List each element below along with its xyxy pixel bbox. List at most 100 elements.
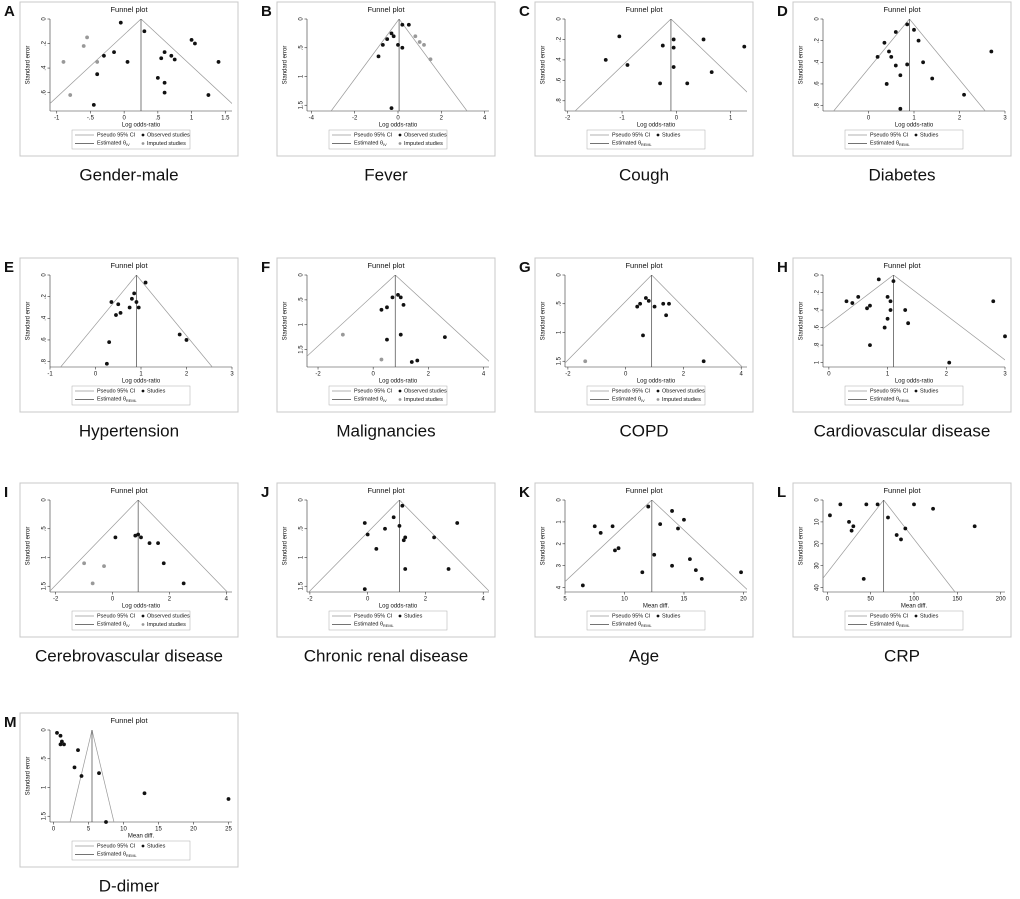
x-tick-label: 2 bbox=[427, 372, 431, 378]
legend-box bbox=[328, 129, 448, 150]
y-tick-label: 1 bbox=[299, 74, 305, 78]
y-tick-label: .5 bbox=[299, 45, 305, 51]
x-tick-label: -2 bbox=[352, 116, 358, 122]
study-point bbox=[699, 576, 704, 581]
study-point bbox=[422, 42, 426, 47]
study-point bbox=[172, 57, 177, 62]
panel-caption: CRP bbox=[884, 646, 920, 665]
legend-swatch bbox=[398, 389, 402, 393]
study-point bbox=[646, 298, 651, 303]
study-point bbox=[709, 70, 714, 75]
legend-ci-label: Pseudo 95% CI bbox=[97, 388, 136, 394]
y-tick-label: 0 bbox=[815, 498, 821, 502]
y-tick-label: 0 bbox=[42, 17, 48, 21]
study-point bbox=[671, 37, 676, 42]
x-tick-label: -.5 bbox=[87, 116, 95, 122]
study-point bbox=[676, 526, 680, 531]
legend-ci-label: Pseudo 95% CI bbox=[97, 613, 136, 619]
x-tick-label: 100 bbox=[909, 597, 920, 603]
legend-label: Studies bbox=[920, 132, 939, 138]
y-axis-label: Standard error bbox=[26, 46, 32, 85]
study-point bbox=[417, 40, 422, 44]
y-axis-label: Standard error bbox=[541, 527, 547, 566]
study-point bbox=[921, 60, 925, 65]
y-tick-label: .5 bbox=[42, 756, 48, 762]
y-axis-label: Standard error bbox=[799, 302, 805, 341]
study-point bbox=[849, 528, 854, 533]
study-point bbox=[667, 301, 671, 306]
study-point bbox=[446, 567, 451, 571]
study-point bbox=[403, 567, 408, 571]
legend-label: Observed studies bbox=[147, 613, 190, 619]
study-point bbox=[391, 515, 396, 520]
plot-area bbox=[574, 19, 747, 111]
panel: A Funnel plot -1 -.5 0 .5 1 1.5 0 .2 .4 .6 Log odds-… bbox=[4, 1, 239, 184]
study-point bbox=[898, 73, 903, 78]
study-point bbox=[61, 60, 66, 64]
x-axis-label: Mean diff. bbox=[128, 834, 155, 840]
study-point bbox=[670, 509, 674, 513]
y-tick-label: 0 bbox=[42, 273, 48, 277]
study-point bbox=[62, 742, 66, 747]
panel: K Funnel plot 5 10 15 20 0 1 2 3 4 Mean diff. Standa… bbox=[519, 482, 754, 665]
x-axis-label: Log odds-ratio bbox=[379, 604, 418, 610]
x-tick-label: 2 bbox=[185, 372, 189, 378]
x-tick-label: -1 bbox=[47, 372, 53, 378]
y-axis-label: Standard error bbox=[26, 302, 32, 341]
plot-area bbox=[565, 500, 747, 592]
study-point bbox=[1003, 334, 1007, 339]
panel-letter: F bbox=[261, 259, 270, 276]
study-point bbox=[640, 570, 645, 575]
panel-caption: Cough bbox=[619, 165, 669, 184]
study-point bbox=[109, 300, 114, 304]
legend-swatch bbox=[914, 614, 918, 618]
legend-box bbox=[71, 385, 191, 406]
panel-caption: Hypertension bbox=[79, 421, 179, 440]
pseudo-ci-line bbox=[60, 275, 137, 367]
study-point bbox=[603, 57, 608, 62]
study-point bbox=[181, 581, 186, 586]
x-tick-label: -2 bbox=[307, 597, 313, 603]
legend-estimate-subscript: REML bbox=[641, 624, 652, 628]
study-point bbox=[376, 54, 381, 59]
panel: F Funnel plot -2 0 2 4 0 .5 1 1.5 Log odds-ratio St… bbox=[261, 257, 496, 440]
legend-box bbox=[844, 129, 964, 150]
study-point bbox=[660, 43, 665, 48]
study-point bbox=[177, 332, 182, 337]
panel-caption: COPD bbox=[619, 421, 668, 440]
pseudo-ci-line bbox=[651, 500, 747, 590]
plot-area bbox=[307, 275, 489, 367]
x-tick-label: 5 bbox=[563, 597, 567, 603]
x-tick-label: -2 bbox=[53, 597, 59, 603]
study-point bbox=[876, 277, 881, 282]
study-point bbox=[864, 502, 869, 507]
x-tick-label: 2 bbox=[945, 372, 949, 378]
pseudo-ci-line bbox=[823, 500, 884, 579]
legend-estimate-subscript: REML bbox=[899, 624, 910, 628]
study-point bbox=[76, 748, 80, 753]
legend-box bbox=[71, 610, 191, 631]
study-point bbox=[868, 303, 872, 308]
chart-title: Funnel plot bbox=[110, 5, 148, 14]
study-point bbox=[58, 733, 63, 738]
study-point bbox=[374, 546, 379, 551]
y-axis-label: Standard error bbox=[283, 527, 289, 566]
study-point bbox=[893, 63, 898, 68]
study-point bbox=[396, 292, 400, 297]
x-tick-label: 2 bbox=[958, 116, 962, 122]
study-point bbox=[72, 765, 77, 770]
study-point bbox=[875, 54, 880, 59]
y-tick-label: .8 bbox=[815, 102, 821, 108]
y-tick-label: 40 bbox=[815, 584, 821, 591]
study-point bbox=[828, 513, 832, 518]
legend-estimate-text: Estimated θ bbox=[354, 622, 383, 628]
x-axis-label: Log odds-ratio bbox=[379, 123, 418, 129]
pseudo-ci-line bbox=[50, 500, 139, 592]
study-point bbox=[962, 92, 966, 97]
pseudo-ci-line bbox=[307, 275, 396, 357]
y-axis-label: Standard error bbox=[541, 302, 547, 341]
plot-area bbox=[60, 275, 213, 367]
study-point bbox=[912, 27, 916, 32]
legend-estimate-label: Estimated θIV bbox=[97, 622, 130, 628]
study-point bbox=[383, 526, 387, 531]
